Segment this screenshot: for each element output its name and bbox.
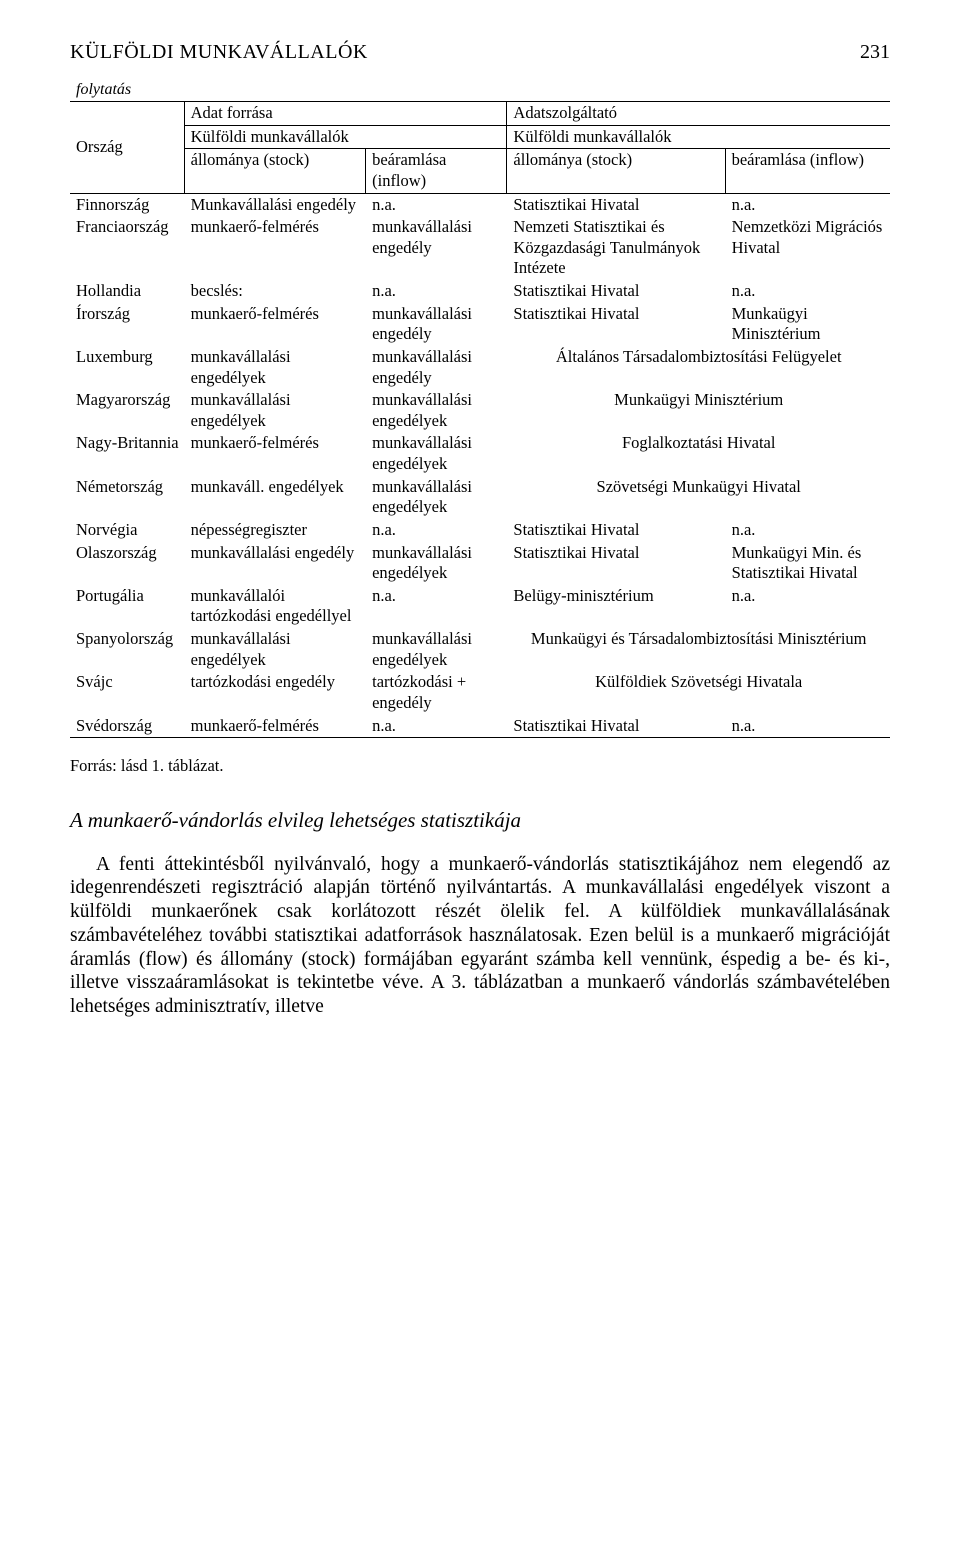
table-row: Svédországmunkaerő-felmérésn.a.Statiszti… (70, 715, 890, 739)
cell-provider-stock: Statisztikai Hivatal (507, 715, 725, 739)
cell-source-inflow: munkavállalási engedélyek (366, 542, 507, 585)
cell-source-stock: munkavállalási engedély (185, 542, 366, 585)
table-row: Franciaországmunkaerő-felmérésmunkaválla… (70, 216, 890, 280)
body-paragraph: A fenti áttekintésből nyilvánvaló, hogy … (70, 853, 890, 1019)
col-foreign-workers-2: Külföldi munkavállalók (507, 126, 890, 150)
cell-provider-stock: Statisztikai Hivatal (507, 542, 725, 585)
cell-provider-inflow: Munkaügyi Min. és Statisztikai Hivatal (726, 542, 890, 585)
cell-source-inflow: n.a. (366, 715, 507, 739)
cell-provider-inflow: n.a. (726, 194, 890, 217)
cell-provider-merged: Általános Társadalombiztosítási Felügyel… (507, 346, 890, 389)
cell-provider-stock: Nemzeti Statisztikai és Közgazdasági Tan… (507, 216, 725, 280)
cell-provider-stock: Statisztikai Hivatal (507, 280, 725, 303)
cell-provider-merged: Munkaügyi és Társadalombiztosítási Minis… (507, 628, 890, 671)
cell-source-stock: becslés: (185, 280, 366, 303)
cell-source-inflow: munkavállalási engedélyek (366, 476, 507, 519)
section-title: A munkaerő-vándorlás elvileg lehetséges … (70, 807, 890, 833)
cell-provider-merged: Munkaügyi Minisztérium (507, 389, 890, 432)
table-row: Norvégianépességregisztern.a.Statisztika… (70, 519, 890, 542)
header-title: KÜLFÖLDI MUNKAVÁLLALÓK (70, 40, 368, 65)
cell-provider-inflow: Munkaügyi Minisztérium (726, 303, 890, 346)
cell-provider-inflow: Nemzetközi Migrációs Hivatal (726, 216, 890, 280)
cell-provider-inflow: n.a. (726, 280, 890, 303)
cell-country: Magyarország (70, 389, 185, 432)
table-row: Írországmunkaerő-felmérésmunkavállalási … (70, 303, 890, 346)
cell-source-stock: munkavállalói tartózkodási engedéllyel (185, 585, 366, 628)
cell-source-inflow: n.a. (366, 519, 507, 542)
cell-source-stock: munkavállalási engedélyek (185, 628, 366, 671)
table-row: Németországmunkaváll. engedélyekmunkavál… (70, 476, 890, 519)
cell-source-inflow: n.a. (366, 585, 507, 628)
table-row: Magyarországmunkavállalási engedélyekmun… (70, 389, 890, 432)
cell-country: Finnország (70, 194, 185, 217)
cell-source-stock: tartózkodási engedély (185, 671, 366, 714)
cell-source-stock: munkaerő-felmérés (185, 216, 366, 280)
col-inflow-1: beáramlása (inflow) (366, 149, 507, 193)
source-note: Forrás: lásd 1. táblázat. (70, 756, 890, 777)
page-header: KÜLFÖLDI MUNKAVÁLLALÓK 231 (70, 40, 890, 65)
cell-source-inflow: munkavállalási engedély (366, 303, 507, 346)
continuation-label: folytatás (70, 79, 890, 101)
col-inflow-2: beáramlása (inflow) (726, 149, 890, 193)
cell-provider-stock: Statisztikai Hivatal (507, 519, 725, 542)
cell-country: Portugália (70, 585, 185, 628)
data-table: folytatás Ország Adat forrása Adatszolgá… (70, 79, 890, 738)
cell-country: Spanyolország (70, 628, 185, 671)
cell-provider-merged: Külföldiek Szövetségi Hivatala (507, 671, 890, 714)
cell-source-inflow: tartózkodási + engedély (366, 671, 507, 714)
col-provider: Adatszolgáltató (507, 101, 890, 126)
cell-country: Svájc (70, 671, 185, 714)
cell-country: Hollandia (70, 280, 185, 303)
cell-provider-inflow: n.a. (726, 519, 890, 542)
cell-source-stock: munkaváll. engedélyek (185, 476, 366, 519)
table-row: Nagy-Britanniamunkaerő-felmérésmunkaváll… (70, 432, 890, 475)
cell-country: Olaszország (70, 542, 185, 585)
col-country: Ország (70, 101, 185, 194)
cell-provider-stock: Statisztikai Hivatal (507, 194, 725, 217)
cell-provider-inflow: n.a. (726, 715, 890, 739)
cell-source-inflow: munkavállalási engedélyek (366, 432, 507, 475)
col-stock-1: állománya (stock) (185, 149, 366, 193)
col-stock-2: állománya (stock) (507, 149, 725, 193)
cell-provider-stock: Statisztikai Hivatal (507, 303, 725, 346)
cell-source-stock: népességregiszter (185, 519, 366, 542)
table-row: Spanyolországmunkavállalási engedélyekmu… (70, 628, 890, 671)
cell-country: Luxemburg (70, 346, 185, 389)
cell-source-inflow: munkavállalási engedélyek (366, 389, 507, 432)
cell-provider-merged: Foglalkoztatási Hivatal (507, 432, 890, 475)
table-row: Olaszországmunkavállalási engedélymunkav… (70, 542, 890, 585)
cell-provider-stock: Belügy-minisztérium (507, 585, 725, 628)
cell-country: Norvégia (70, 519, 185, 542)
cell-source-stock: munkavállalási engedélyek (185, 346, 366, 389)
cell-provider-inflow: n.a. (726, 585, 890, 628)
cell-country: Nagy-Britannia (70, 432, 185, 475)
page-number: 231 (860, 40, 890, 65)
cell-source-inflow: n.a. (366, 280, 507, 303)
col-foreign-workers-1: Külföldi munkavállalók (185, 126, 508, 150)
table-row: Hollandiabecslés:n.a.Statisztikai Hivata… (70, 280, 890, 303)
cell-source-stock: munkaerő-felmérés (185, 715, 366, 739)
cell-source-inflow: munkavállalási engedélyek (366, 628, 507, 671)
table-row: Luxemburgmunkavállalási engedélyekmunkav… (70, 346, 890, 389)
table-row: Portugáliamunkavállalói tartózkodási eng… (70, 585, 890, 628)
cell-country: Franciaország (70, 216, 185, 280)
cell-country: Svédország (70, 715, 185, 739)
table-row: FinnországMunkavállalási engedélyn.a.Sta… (70, 194, 890, 217)
col-source: Adat forrása (185, 101, 508, 126)
cell-source-stock: munkaerő-felmérés (185, 303, 366, 346)
cell-source-inflow: n.a. (366, 194, 507, 217)
cell-source-stock: munkavállalási engedélyek (185, 389, 366, 432)
cell-provider-merged: Szövetségi Munkaügyi Hivatal (507, 476, 890, 519)
table-row: Svájctartózkodási engedélytartózkodási +… (70, 671, 890, 714)
cell-country: Németország (70, 476, 185, 519)
cell-source-stock: munkaerő-felmérés (185, 432, 366, 475)
cell-source-stock: Munkavállalási engedély (185, 194, 366, 217)
cell-source-inflow: munkavállalási engedély (366, 346, 507, 389)
cell-source-inflow: munkavállalási engedély (366, 216, 507, 280)
cell-country: Írország (70, 303, 185, 346)
